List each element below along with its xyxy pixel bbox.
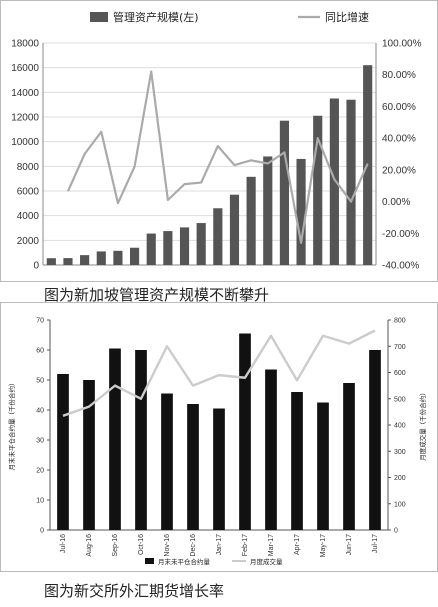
chart1-y-tick: 0 xyxy=(33,261,39,272)
chart2-y-axis-title: 月末未平仓合约量（千份合约） xyxy=(7,380,16,471)
chart2-y2-tick: 700 xyxy=(394,344,406,351)
chart1-bar xyxy=(279,120,290,265)
chart1-bar xyxy=(213,208,223,265)
chart2-y-tick: 10 xyxy=(36,498,44,505)
chart2-volume-line xyxy=(62,329,376,417)
chart1-bar xyxy=(113,250,123,265)
chart2-bar xyxy=(265,369,277,530)
chart2-bar xyxy=(135,350,147,530)
chart2-bar xyxy=(291,392,303,530)
chart2-x-tick: Mar-17 xyxy=(268,534,275,556)
chart1-bar xyxy=(179,227,190,265)
chart1-legend-bar-label: 管理资产规模(左) xyxy=(113,10,199,24)
chart2-bar xyxy=(187,404,199,530)
chart2-x-tick: Jul-16 xyxy=(60,534,67,553)
aum-chart: 0 2000 4000 6000 8000 10000 12000 14000 16000 180… xyxy=(0,0,438,282)
chart1-y2-tick: 0.00% xyxy=(382,197,410,208)
chart2-y2-tick: 500 xyxy=(394,396,406,403)
fx-futures-chart-panel: 0 10 20 30 40 50 60 70 0 100 200 300 400 500 600 700 800… xyxy=(0,302,438,572)
chart2-x-tick: Jul-17 xyxy=(372,534,379,553)
chart1-bar xyxy=(313,115,323,266)
chart2-bar xyxy=(109,348,121,530)
chart2-caption: 图为新交所外汇期货增长率 xyxy=(44,582,225,600)
chart1-bar xyxy=(296,158,306,265)
chart1-caption: 图为新加坡管理资产规模不断攀升 xyxy=(44,286,270,304)
chart2-bar xyxy=(369,350,381,530)
chart1-y-tick: 16000 xyxy=(11,63,39,74)
chart1-y2-tick: 20.00% xyxy=(382,165,416,176)
chart1-y-tick: 4000 xyxy=(17,211,40,222)
chart2-y2-tick: 300 xyxy=(394,449,406,456)
chart2-x-tick: Jun-17 xyxy=(346,534,353,556)
chart2-x-tick: Apr-17 xyxy=(294,534,301,555)
chart2-y2-tick: 800 xyxy=(394,318,406,325)
chart2-bar xyxy=(57,374,69,530)
chart1-y2-tick: 80.00% xyxy=(382,70,416,81)
chart1-growth-line xyxy=(66,70,369,244)
chart2-x-tick: Oct-16 xyxy=(138,534,145,555)
chart1-bar xyxy=(246,176,256,265)
chart2-y-tick: 40 xyxy=(36,408,44,415)
chart1-y2-tick: 60.00% xyxy=(382,102,416,113)
chart2-bar xyxy=(213,408,225,530)
chart1-legend-line-label: 同比增速 xyxy=(325,10,369,24)
chart1-legend-bar-swatch xyxy=(90,12,108,22)
chart1-y-tick: 8000 xyxy=(17,162,40,173)
chart2-x-tick: May-17 xyxy=(320,534,327,557)
chart2-y-tick: 0 xyxy=(40,528,44,535)
chart2-x-tick: Jan-17 xyxy=(216,534,223,556)
chart2-y2-tick: 0 xyxy=(394,528,398,535)
chart2-bar xyxy=(83,380,95,530)
chart2-y-tick: 20 xyxy=(36,468,44,475)
chart1-y2-tick: 40.00% xyxy=(382,134,416,145)
chart2-y2-tick: 600 xyxy=(394,370,406,377)
chart1-bar xyxy=(163,231,173,265)
chart1-bar xyxy=(96,251,106,265)
chart1-bar xyxy=(346,99,356,265)
chart2-legend-line-label: 月度成交量 xyxy=(250,557,283,566)
chart1-y-tick: 12000 xyxy=(11,113,39,124)
chart2-legend-bar-label: 月末未平仓合约量 xyxy=(158,557,211,566)
fx-futures-chart: 0102030405060700100200300400500600700800… xyxy=(0,302,438,572)
chart2-y2-tick: 200 xyxy=(394,475,406,482)
chart2-x-tick: Nov-16 xyxy=(164,534,171,557)
chart2-y2-tick: 400 xyxy=(394,423,406,430)
chart2-legend-bar-swatch xyxy=(145,558,154,564)
chart1-y-tick: 10000 xyxy=(11,137,39,148)
chart1-bar xyxy=(129,247,140,265)
chart2-bar xyxy=(239,333,251,530)
chart1-y-tick: 6000 xyxy=(17,187,40,198)
chart2-y2-axis-title: 月度成交量（千份合约） xyxy=(418,389,427,461)
chart1-bar xyxy=(229,194,240,265)
chart1-y-tick: 2000 xyxy=(17,236,40,247)
chart1-bar xyxy=(46,258,56,265)
chart1-y2-tick: -40.00% xyxy=(382,261,419,272)
chart2-y-tick: 30 xyxy=(36,438,44,445)
chart1-bar xyxy=(196,223,206,265)
chart2-y-tick: 50 xyxy=(36,378,44,385)
chart1-y2-tick: 100.00% xyxy=(382,39,422,50)
chart2-bar xyxy=(161,393,173,530)
chart1-bar xyxy=(263,156,273,265)
chart2-x-tick: Dec-16 xyxy=(190,534,197,557)
chart2-y-tick: 70 xyxy=(36,318,44,325)
chart1-y-tick: 14000 xyxy=(11,88,39,99)
chart1-y2-tick: -20.00% xyxy=(382,229,419,240)
chart2-y-tick: 60 xyxy=(36,348,44,355)
chart1-bar xyxy=(63,258,73,265)
chart2-bar xyxy=(317,402,329,530)
chart2-x-tick: Sep-16 xyxy=(112,534,119,557)
chart2-y2-tick: 100 xyxy=(394,501,406,508)
chart1-y-tick: 18000 xyxy=(11,39,39,50)
aum-chart-panel: 0 2000 4000 6000 8000 10000 12000 14000 16000 180… xyxy=(0,0,438,282)
chart2-x-tick: Aug-16 xyxy=(86,534,93,557)
chart1-bar xyxy=(329,98,339,265)
chart2-bar xyxy=(343,383,355,530)
chart2-x-tick: Feb-17 xyxy=(242,534,249,556)
chart1-bar xyxy=(146,233,156,265)
chart1-bar xyxy=(80,255,90,265)
